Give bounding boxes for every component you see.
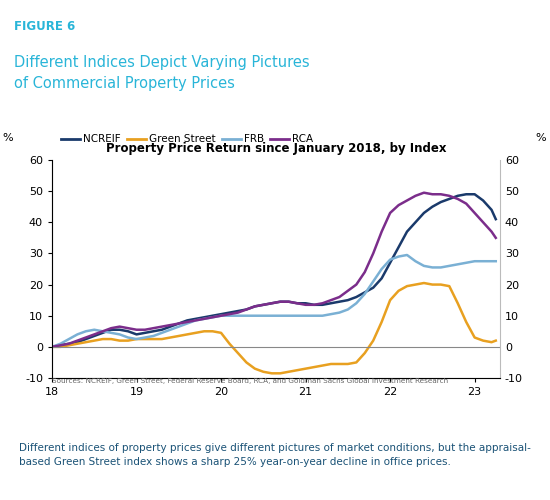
NCREIF bbox=[492, 216, 499, 222]
RCA bbox=[319, 300, 326, 306]
RCA bbox=[294, 300, 300, 306]
Text: FIGURE 6: FIGURE 6 bbox=[14, 20, 75, 33]
RCA bbox=[492, 235, 499, 241]
Green Street bbox=[268, 370, 275, 376]
RCA bbox=[49, 344, 56, 350]
Green Street bbox=[302, 366, 309, 372]
Text: Different indices of property prices give different pictures of market condition: Different indices of property prices giv… bbox=[19, 443, 531, 468]
RCA bbox=[353, 282, 360, 288]
Line: Green Street: Green Street bbox=[52, 283, 496, 374]
Green Street bbox=[492, 338, 499, 344]
Green Street bbox=[218, 330, 224, 336]
NCREIF bbox=[311, 302, 317, 308]
Green Street bbox=[361, 350, 368, 356]
Green Street bbox=[421, 280, 427, 286]
NCREIF bbox=[49, 344, 56, 350]
Text: %: % bbox=[2, 132, 13, 142]
Text: %: % bbox=[535, 132, 546, 142]
Line: FRB: FRB bbox=[52, 255, 496, 347]
NCREIF bbox=[463, 192, 470, 198]
FRB bbox=[404, 252, 410, 258]
FRB bbox=[319, 312, 326, 318]
Green Street bbox=[319, 362, 326, 368]
RCA bbox=[125, 325, 131, 331]
FRB bbox=[311, 312, 317, 318]
FRB bbox=[218, 312, 224, 318]
Line: RCA: RCA bbox=[52, 192, 496, 347]
FRB bbox=[294, 312, 300, 318]
FRB bbox=[125, 334, 131, 340]
Green Street bbox=[125, 338, 131, 344]
NCREIF bbox=[125, 328, 131, 334]
FRB bbox=[492, 258, 499, 264]
Green Street bbox=[328, 361, 334, 367]
NCREIF bbox=[294, 300, 300, 306]
Text: Sources: NCREIF, Green Street, Federal Reserve Board, RCA, and Goldman Sachs Glo: Sources: NCREIF, Green Street, Federal R… bbox=[52, 378, 448, 384]
Legend: NCREIF, Green Street, FRB, RCA: NCREIF, Green Street, FRB, RCA bbox=[57, 130, 317, 148]
NCREIF bbox=[353, 294, 360, 300]
RCA bbox=[421, 190, 427, 196]
FRB bbox=[49, 344, 56, 350]
NCREIF bbox=[218, 311, 224, 317]
Green Street bbox=[49, 344, 56, 350]
Title: Property Price Return since January 2018, by Index: Property Price Return since January 2018… bbox=[106, 142, 446, 154]
Line: NCREIF: NCREIF bbox=[52, 194, 496, 347]
NCREIF bbox=[319, 302, 326, 308]
Text: Different Indices Depict Varying Pictures
of Commercial Property Prices: Different Indices Depict Varying Picture… bbox=[14, 55, 310, 91]
RCA bbox=[311, 302, 317, 308]
FRB bbox=[353, 300, 360, 306]
RCA bbox=[218, 312, 224, 318]
